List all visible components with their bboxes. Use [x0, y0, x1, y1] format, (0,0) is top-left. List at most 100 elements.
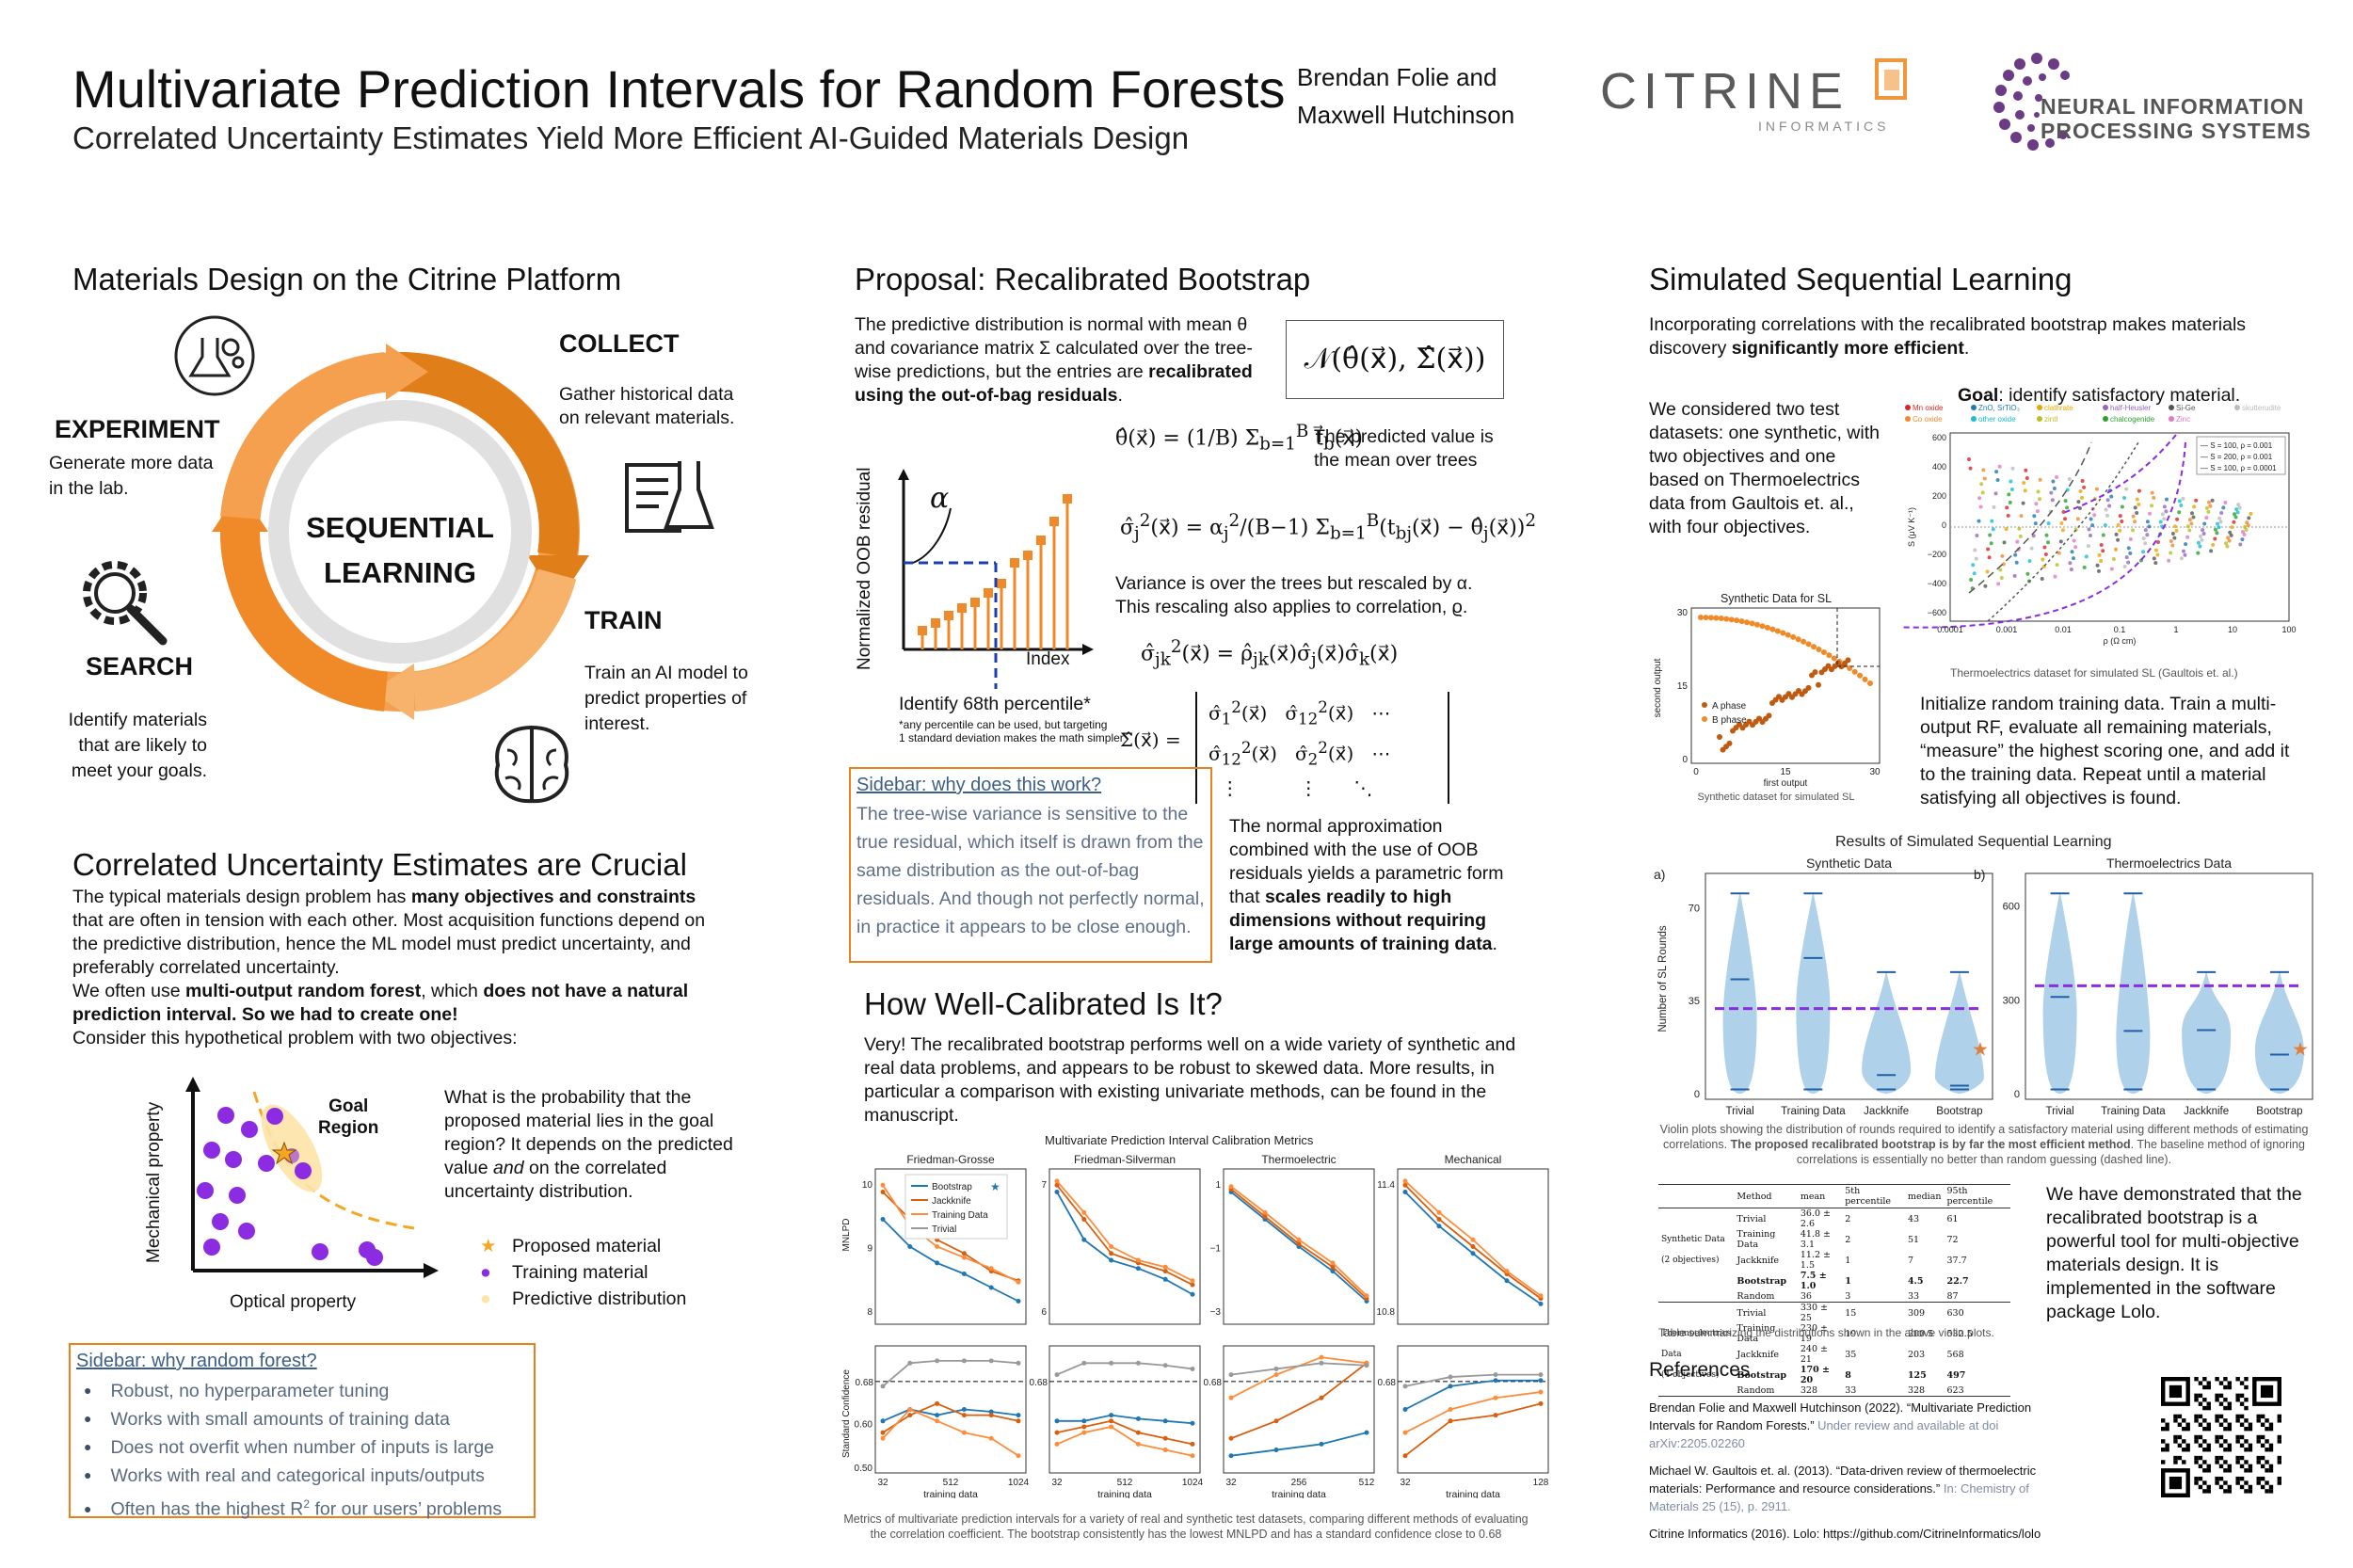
- tick-label: 10.8: [1377, 1307, 1396, 1318]
- series-point: [1470, 1251, 1476, 1256]
- series-line: [1057, 1414, 1193, 1425]
- qr-module: [2194, 1476, 2199, 1481]
- sidebar-why-text: The tree-wise variance is sensitive to t…: [856, 804, 1205, 937]
- series-point: [988, 1285, 994, 1290]
- material-point: [1999, 575, 2004, 580]
- s2-p1-a: The typical materials design problem has: [72, 887, 411, 907]
- tick-label: 10: [2228, 625, 2237, 634]
- qr-module: [2198, 1434, 2203, 1440]
- plot-frame: [1690, 607, 1881, 764]
- material-point: [1989, 541, 1993, 546]
- qr-module: [2223, 1377, 2228, 1382]
- a-phase-point: [1726, 740, 1733, 746]
- material-point: [1977, 519, 1981, 523]
- qr-module: [2268, 1464, 2274, 1469]
- qr-module: [2260, 1434, 2265, 1440]
- material-point: [2223, 500, 2228, 504]
- ref2-b[interactable]: In: Chemistry of Materials 25 (15), p. 2…: [1649, 1481, 2029, 1513]
- series-point: [1273, 1372, 1279, 1378]
- qr-module: [2239, 1476, 2245, 1481]
- panel-frame: [1705, 872, 1993, 1100]
- legend-label: ZnO, SrTiO₃: [1978, 405, 2020, 412]
- series-point: [1135, 1257, 1141, 1263]
- qr-module: [2194, 1393, 2199, 1399]
- qr-module: [2202, 1398, 2207, 1402]
- material-point: [2084, 554, 2089, 559]
- violin-shape: [2116, 891, 2151, 1094]
- material-point: [2099, 558, 2104, 563]
- tick-label: 1: [1215, 1180, 1221, 1191]
- qr-module: [2198, 1443, 2203, 1448]
- qr-module: [2165, 1422, 2169, 1427]
- references-heading: References: [1649, 1359, 1751, 1381]
- b-phase-point: [1790, 633, 1797, 640]
- s3-intro-c: .: [1117, 385, 1123, 406]
- legend-swatch: [1702, 702, 1707, 708]
- table-cell: 87: [1944, 1291, 2010, 1303]
- material-point: [2111, 557, 2116, 562]
- qr-module: [2223, 1405, 2228, 1411]
- material-point: [2133, 520, 2137, 524]
- material-point: [2124, 555, 2129, 560]
- panel-frame-bottom: [1048, 1345, 1201, 1474]
- table-header-cell: Method: [1734, 1184, 1798, 1208]
- qr-module: [2227, 1443, 2233, 1448]
- qr-module: [2161, 1448, 2166, 1452]
- qr-module: [2182, 1418, 2186, 1423]
- table-cell: 43: [1907, 1213, 1920, 1224]
- qr-code-icon[interactable]: [2161, 1377, 2281, 1497]
- material-point: [2169, 538, 2173, 543]
- series-point: [1470, 1244, 1476, 1249]
- b-phase-point: [1780, 630, 1786, 636]
- tick-label: 300: [2003, 995, 2020, 1006]
- material-point: [2010, 466, 2015, 471]
- qr-module: [2260, 1455, 2265, 1461]
- citrine-mark-icon: [1875, 58, 1907, 100]
- series-point: [1402, 1182, 1408, 1188]
- material-point: [1987, 555, 1992, 560]
- q-b: on the correlated uncertainty distributi…: [444, 1158, 667, 1202]
- tick-label: Trivial: [1725, 1106, 1753, 1117]
- qr-module: [2161, 1426, 2166, 1432]
- material-point: [2177, 510, 2182, 515]
- table-cell: Random: [1734, 1385, 1798, 1397]
- reference-3[interactable]: Citrine Informatics (2016). Lolo: https:…: [1649, 1527, 2041, 1541]
- qr-module: [2235, 1480, 2240, 1485]
- series-point: [1364, 1363, 1369, 1368]
- qr-module: [2239, 1484, 2245, 1490]
- series-line: [1404, 1373, 1541, 1387]
- legend-swatch: [2103, 416, 2108, 422]
- na-c: .: [1492, 934, 1497, 954]
- table-cell: 72: [1946, 1234, 1959, 1245]
- series-point: [880, 1418, 886, 1424]
- material-point: [1978, 504, 1983, 509]
- material-point: [2114, 532, 2119, 536]
- material-point: [2076, 500, 2081, 504]
- qr-module: [2268, 1422, 2274, 1427]
- citrine-logo-text: CITRINE: [1600, 63, 1849, 120]
- table-cell: Bootstrap: [1737, 1275, 1787, 1287]
- material-point: [2105, 498, 2110, 503]
- table-cell: 497: [1946, 1369, 1966, 1381]
- na-b: scales readily to high dimensions withou…: [1229, 887, 1493, 954]
- material-point: [2029, 546, 2034, 551]
- material-point: [1971, 563, 1976, 568]
- material-point: [2236, 503, 2241, 507]
- b-phase-point: [1744, 619, 1751, 626]
- series-point: [1109, 1360, 1114, 1366]
- material-point: [2104, 507, 2108, 512]
- qr-module: [2202, 1468, 2207, 1473]
- violin-shape: [1934, 969, 1984, 1094]
- author-line-1: Brendan Folie and: [1297, 63, 1497, 91]
- material-point: [1991, 527, 1995, 532]
- ref1-b[interactable]: Under review and available at doi arXiv:…: [1649, 1418, 1999, 1450]
- neurips-mark-icon: [1993, 53, 2070, 151]
- goal-arrow: [2062, 434, 2177, 514]
- tick-label: 9: [867, 1244, 872, 1255]
- s2-p2-b: multi-output random forest: [184, 981, 422, 1001]
- material-point: [2192, 504, 2197, 509]
- material-point: [2152, 556, 2156, 561]
- qr-module: [2265, 1426, 2269, 1432]
- sidebar-rf-title: Sidebar: why random forest?: [76, 1351, 317, 1371]
- legend-swatch: [2103, 405, 2108, 410]
